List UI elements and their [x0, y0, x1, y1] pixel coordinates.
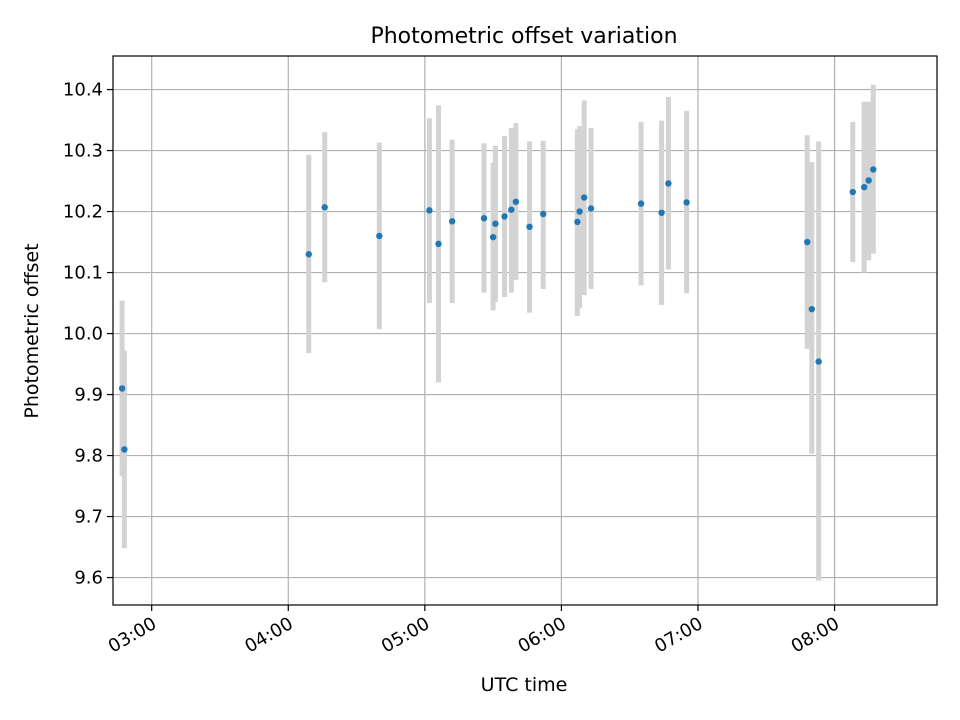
chart-title: Photometric offset variation	[370, 24, 677, 49]
data-point	[587, 205, 595, 212]
data-point	[426, 207, 433, 214]
y-tick-label: 10.2	[63, 202, 103, 223]
data-point	[376, 232, 383, 240]
data-point	[448, 218, 456, 225]
data-point	[321, 204, 328, 211]
y-tick-label: 9.9	[74, 385, 103, 406]
data-point	[637, 200, 645, 207]
data-point	[512, 198, 520, 205]
grid	[113, 56, 937, 605]
data-point	[121, 446, 128, 453]
data-point	[865, 177, 872, 184]
y-tick-label: 10.3	[63, 141, 103, 162]
data-point	[576, 208, 583, 215]
data-point	[526, 223, 533, 230]
data-point	[508, 206, 515, 213]
y-tick-label: 10.4	[63, 80, 103, 101]
data-point	[118, 385, 126, 392]
data-point	[870, 166, 877, 173]
data-point	[815, 358, 822, 365]
data-point	[808, 305, 816, 313]
y-tick-label: 10.0	[63, 324, 103, 345]
y-axis-label: Photometric offset	[21, 243, 43, 418]
plot-frame	[112, 55, 938, 606]
data-point	[849, 188, 856, 196]
data-point	[435, 240, 442, 248]
y-axis: 9.6 9.7 9.8 9.9 10.0 10.1 10.2 10.3 10.4	[63, 80, 113, 589]
data-point	[501, 213, 508, 220]
data-point	[804, 238, 811, 246]
y-tick-label: 10.1	[63, 263, 103, 284]
data-point	[860, 183, 868, 191]
data-point	[580, 194, 588, 201]
data-point	[489, 233, 497, 241]
data-point	[480, 215, 488, 222]
data-point	[658, 209, 665, 216]
y-tick-label: 9.7	[74, 507, 103, 528]
data-point	[574, 218, 581, 226]
data-points	[118, 166, 877, 453]
data-point	[492, 220, 499, 227]
y-tick-label: 9.8	[74, 446, 103, 467]
data-point	[540, 210, 547, 218]
x-axis-label: UTC time	[481, 674, 568, 696]
data-point	[665, 180, 672, 187]
data-point	[683, 199, 690, 206]
data-point	[305, 251, 312, 258]
y-tick-label: 9.6	[74, 568, 103, 589]
